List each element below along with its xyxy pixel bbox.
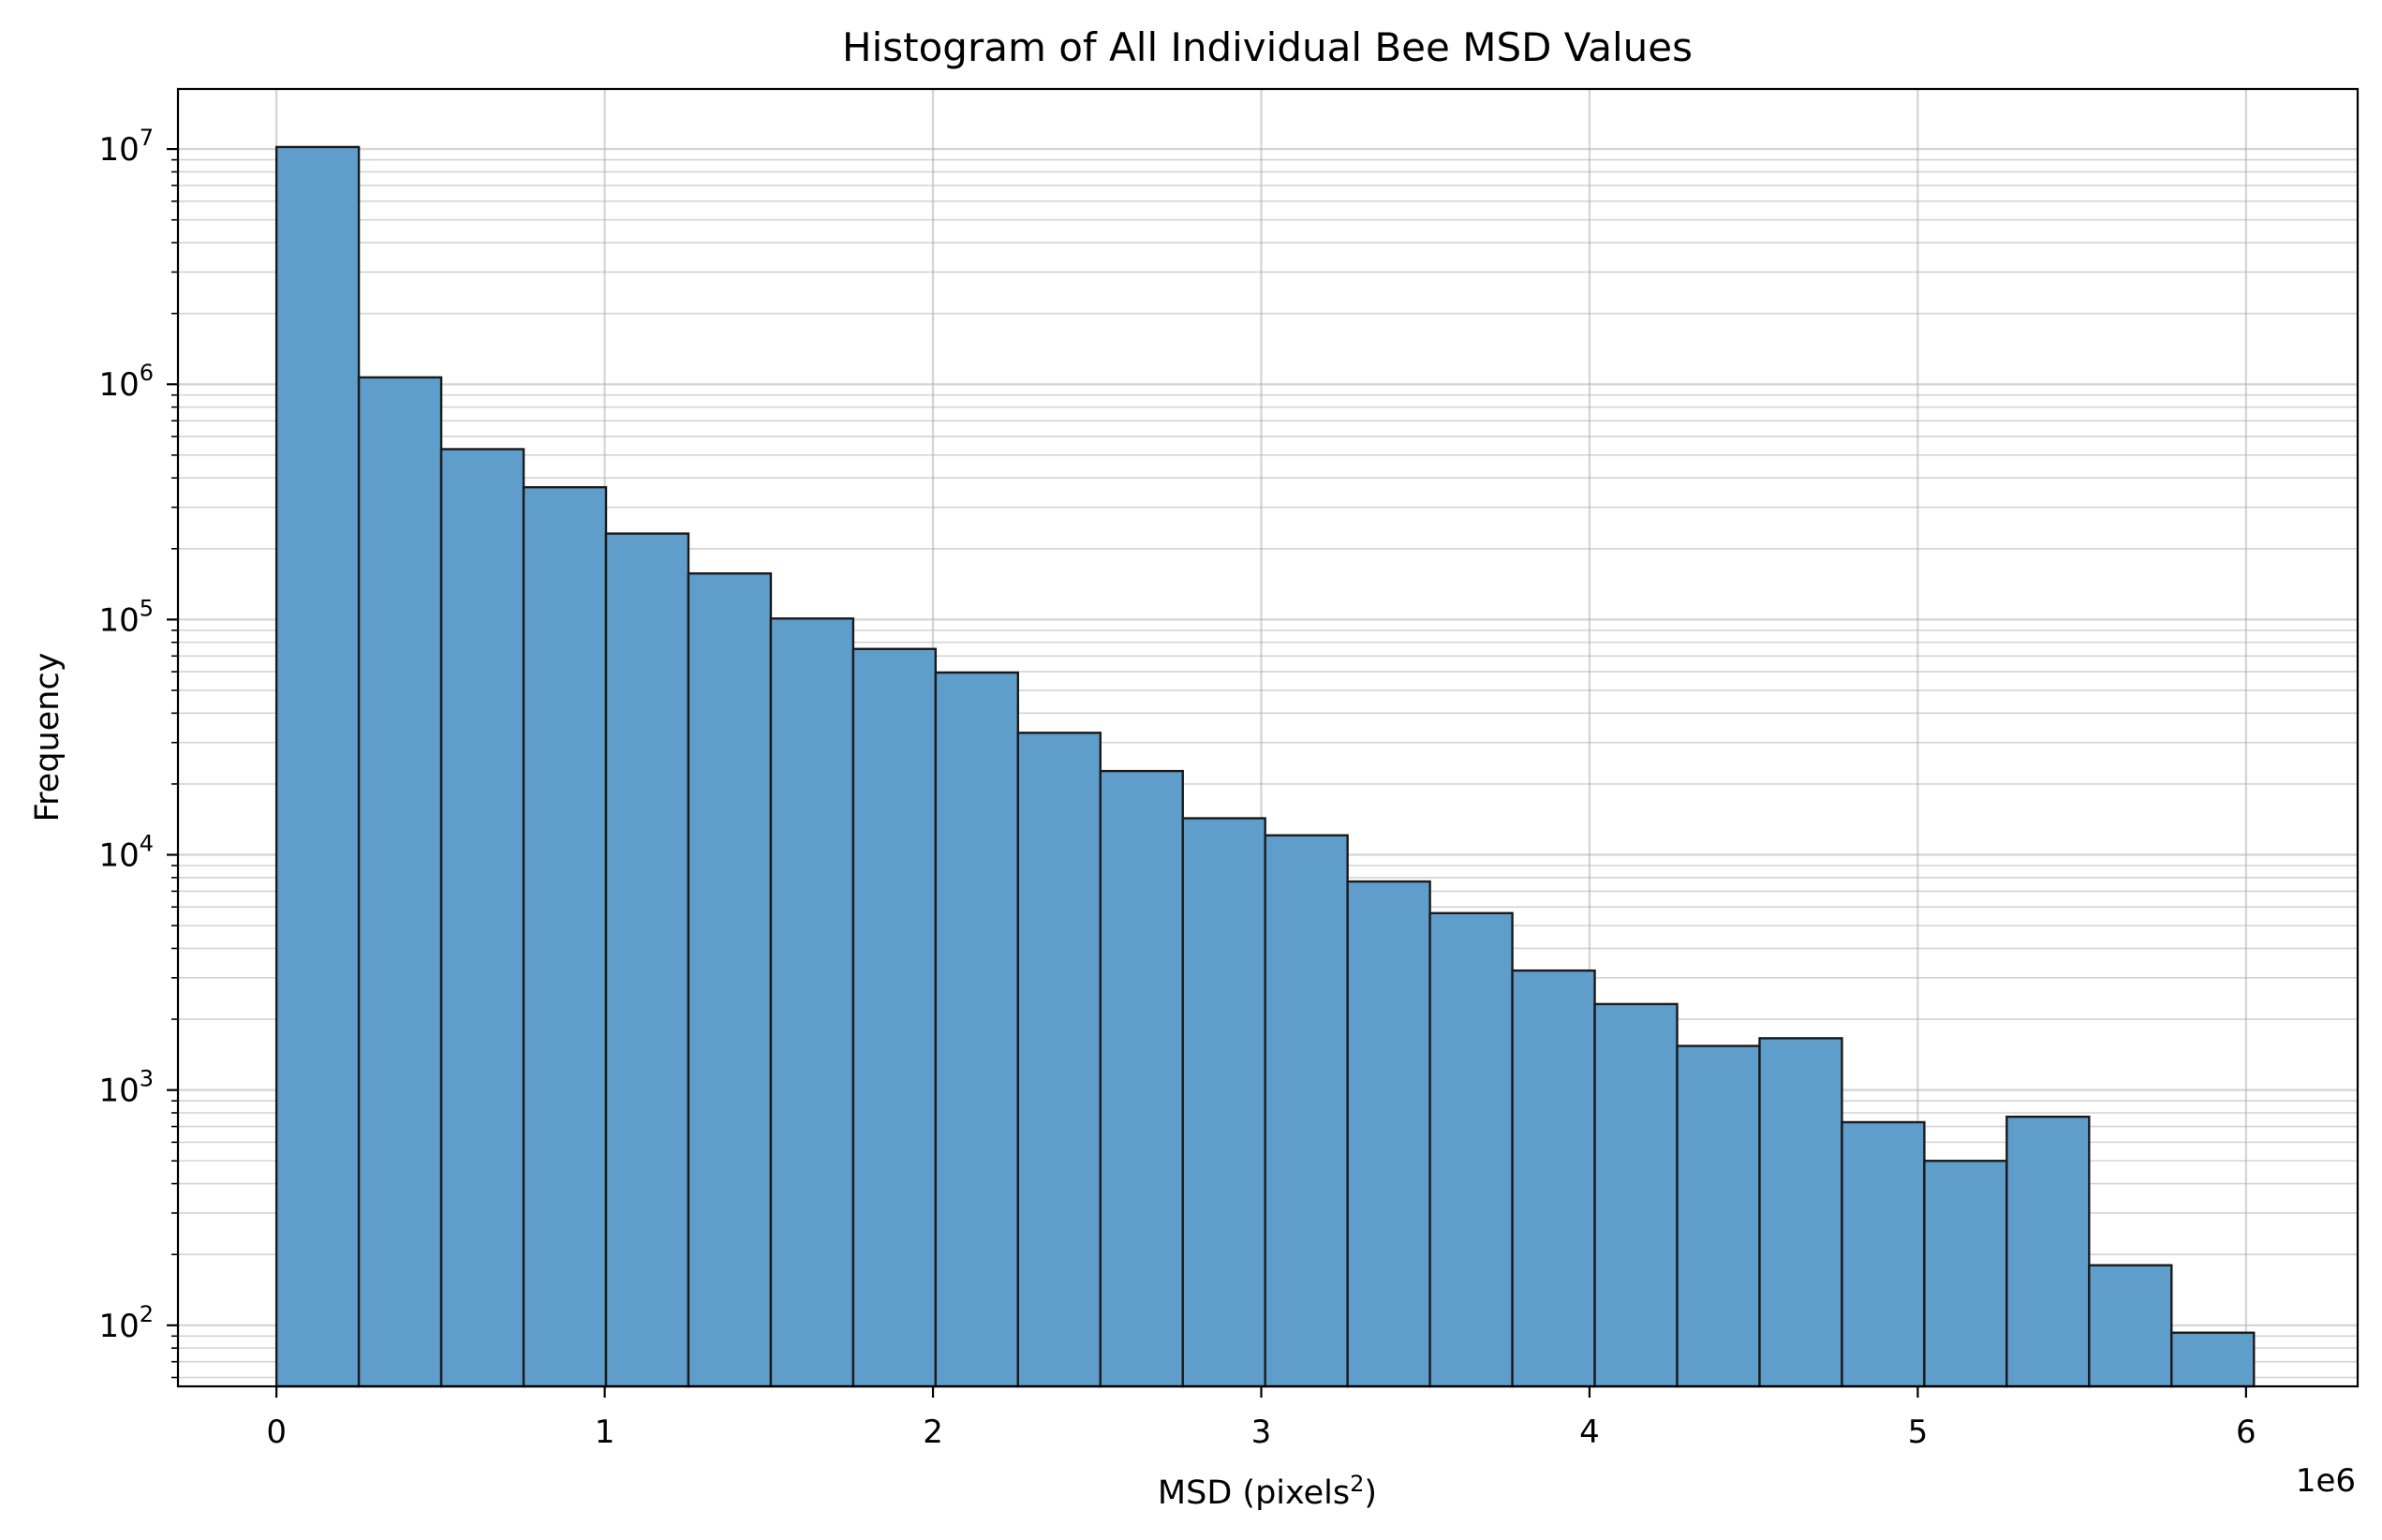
y-tick-label-exponent: 2 [140, 1301, 154, 1327]
y-tick-label: 105 [98, 595, 154, 639]
histogram-bar [604, 532, 690, 1388]
plot-frame [176, 87, 2360, 1388]
x-tick-label: 5 [1908, 1414, 1929, 1451]
histogram-bar [1676, 1044, 1761, 1388]
y-tick-label-exponent: 4 [140, 831, 154, 857]
histogram-bar [1264, 834, 1349, 1388]
x-tick-label: 6 [2236, 1414, 2256, 1451]
histogram-bar [522, 485, 608, 1388]
histogram-bar [2088, 1264, 2173, 1388]
histogram-bar [439, 448, 525, 1388]
histogram-bar [769, 617, 855, 1388]
histogram-bar [1428, 911, 1514, 1388]
y-tick-label-base: 10 [98, 1308, 139, 1345]
chart-title: Histogram of All Individual Bee MSD Valu… [842, 24, 1693, 70]
histogram-bar [2170, 1331, 2256, 1388]
y-tick-label-base: 10 [98, 601, 139, 639]
histogram-bar [357, 376, 443, 1388]
x-axis-label: MSD (pixels2) [1158, 1471, 1377, 1512]
y-tick-label-exponent: 6 [140, 360, 154, 386]
histogram-bar [1841, 1120, 1926, 1388]
histogram-bar [1016, 732, 1102, 1388]
y-tick-label-base: 10 [98, 1073, 139, 1110]
histogram-bar [934, 671, 1020, 1388]
x-tick-label: 3 [1251, 1414, 1272, 1451]
histogram-bar [1593, 1002, 1679, 1388]
y-tick-label: 103 [98, 1066, 154, 1110]
y-tick-label-base: 10 [98, 366, 139, 404]
x-axis-label-main: MSD (pixels [1158, 1474, 1350, 1512]
y-tick-label: 107 [98, 125, 154, 169]
x-tick-label: 0 [266, 1414, 287, 1451]
histogram-bar [1923, 1160, 2008, 1388]
y-tick-label: 102 [98, 1301, 154, 1345]
histogram-bar [2005, 1115, 2091, 1388]
histogram-bar [1511, 969, 1596, 1388]
histogram-bar [1758, 1037, 1843, 1388]
x-tick-label: 2 [923, 1414, 943, 1451]
x-tick-label: 4 [1579, 1414, 1600, 1451]
x-axis-label-superscript: 2 [1350, 1471, 1364, 1497]
y-tick-label-exponent: 7 [140, 125, 154, 151]
histogram-bar [1099, 769, 1184, 1388]
histogram-bar [1346, 880, 1431, 1388]
x-axis-label-close: ) [1364, 1474, 1377, 1512]
x-axis-offset-label: 1e6 [2296, 1462, 2356, 1500]
y-tick-label: 106 [98, 360, 154, 404]
histogram-bar [851, 647, 938, 1388]
y-tick-label-exponent: 3 [140, 1066, 154, 1092]
histogram-bar [274, 145, 361, 1388]
y-axis-label: Frequency [29, 653, 67, 822]
y-tick-label-base: 10 [98, 131, 139, 169]
histogram-bar [687, 571, 773, 1388]
y-tick-label-base: 10 [98, 837, 139, 875]
histogram-bar [1181, 817, 1266, 1388]
y-tick-label: 104 [98, 831, 154, 875]
y-tick-label-exponent: 5 [140, 595, 154, 621]
x-tick-label: 1 [595, 1414, 615, 1451]
